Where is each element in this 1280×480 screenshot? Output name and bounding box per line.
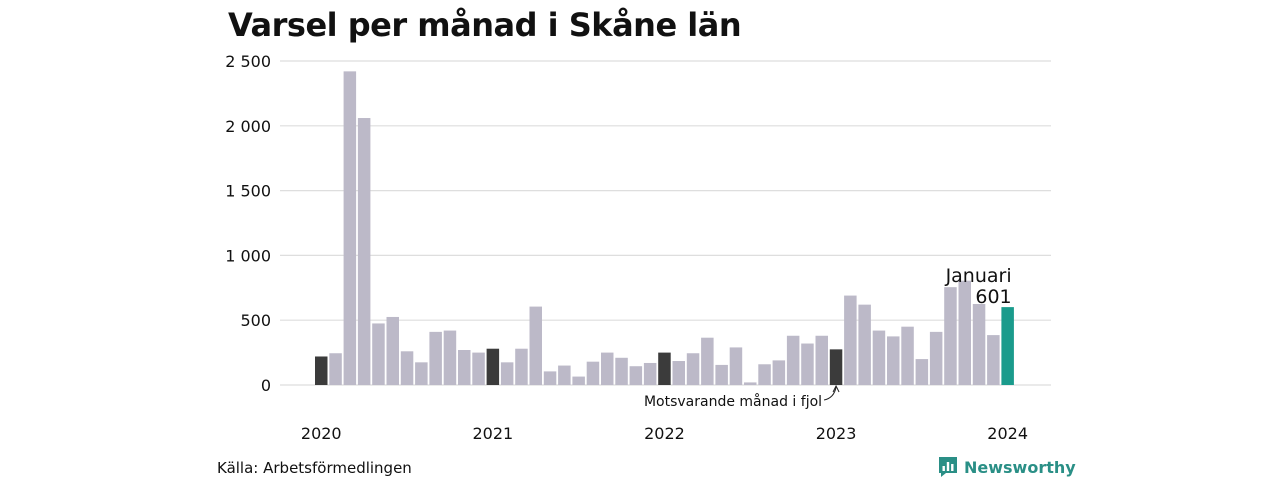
bar bbox=[815, 335, 828, 385]
bar bbox=[315, 356, 328, 385]
bar bbox=[829, 349, 843, 385]
bar bbox=[515, 348, 528, 385]
bar bbox=[1001, 307, 1014, 385]
bar bbox=[429, 331, 442, 385]
bar bbox=[944, 287, 957, 385]
bar bbox=[629, 366, 643, 385]
bar bbox=[458, 350, 471, 385]
brand-name: Newsworthy bbox=[964, 457, 1076, 477]
bar bbox=[386, 316, 399, 385]
bar bbox=[729, 347, 743, 385]
annotation-arrowhead bbox=[832, 384, 840, 393]
y-tick-label: 0 bbox=[261, 376, 271, 395]
bar bbox=[558, 365, 571, 385]
x-tick-label: 2024 bbox=[987, 424, 1028, 443]
bar bbox=[715, 364, 728, 385]
bar bbox=[744, 382, 757, 385]
chart-title: Varsel per månad i Skåne län bbox=[228, 6, 742, 44]
bar bbox=[858, 304, 871, 385]
y-axis-ticks: 0 500 1 000 1 500 2 000 2 500 bbox=[225, 52, 271, 395]
bar bbox=[529, 306, 542, 385]
annotation-arrow bbox=[823, 386, 837, 401]
y-tick-label: 500 bbox=[240, 311, 271, 330]
bar bbox=[543, 371, 557, 385]
bar bbox=[415, 362, 428, 385]
annotation-value: 601 bbox=[975, 286, 1011, 308]
bar bbox=[615, 357, 628, 385]
bar bbox=[658, 352, 671, 385]
bar bbox=[887, 336, 900, 385]
bar bbox=[772, 360, 786, 385]
x-tick-label: 2023 bbox=[816, 424, 857, 443]
bar bbox=[372, 323, 385, 385]
y-tick-label: 2 000 bbox=[225, 117, 271, 136]
bar bbox=[801, 343, 814, 385]
brand-logo[interactable]: Newsworthy bbox=[938, 456, 1076, 478]
bar bbox=[701, 337, 714, 385]
y-tick-label: 1 500 bbox=[225, 182, 271, 201]
bar bbox=[786, 335, 800, 385]
x-tick-label: 2022 bbox=[644, 424, 685, 443]
bar bbox=[844, 295, 857, 385]
bar bbox=[915, 359, 929, 385]
y-tick-label: 2 500 bbox=[225, 52, 271, 71]
bar bbox=[443, 330, 457, 385]
bar bbox=[329, 353, 342, 385]
annotation-same-month: Motsvarande månad i fjol bbox=[644, 393, 822, 410]
bar bbox=[343, 71, 357, 386]
x-tick-label: 2021 bbox=[472, 424, 513, 443]
bar bbox=[572, 376, 585, 385]
y-tick-label: 1 000 bbox=[225, 246, 271, 265]
bar bbox=[901, 326, 914, 385]
bar bbox=[972, 304, 986, 385]
bar bbox=[400, 351, 414, 385]
bar bbox=[500, 362, 514, 385]
bar bbox=[486, 348, 500, 385]
bars bbox=[315, 71, 1014, 386]
x-axis-ticks: 2020 2021 2022 2023 2024 bbox=[301, 424, 1028, 443]
bar bbox=[357, 118, 371, 386]
bar bbox=[472, 352, 485, 385]
x-tick-label: 2020 bbox=[301, 424, 342, 443]
bar bbox=[643, 362, 657, 385]
bar bbox=[686, 353, 700, 385]
bar bbox=[872, 330, 886, 385]
bar bbox=[758, 364, 771, 385]
bar bbox=[987, 335, 1000, 385]
bar bbox=[929, 331, 943, 385]
bar bbox=[672, 361, 685, 385]
bar bbox=[601, 352, 614, 385]
bar-chart-bubble-icon bbox=[939, 457, 957, 477]
annotation-month: Januari bbox=[945, 265, 1012, 287]
source-note: Källa: Arbetsförmedlingen bbox=[217, 459, 412, 477]
bar bbox=[958, 280, 971, 385]
bar bbox=[586, 361, 600, 385]
